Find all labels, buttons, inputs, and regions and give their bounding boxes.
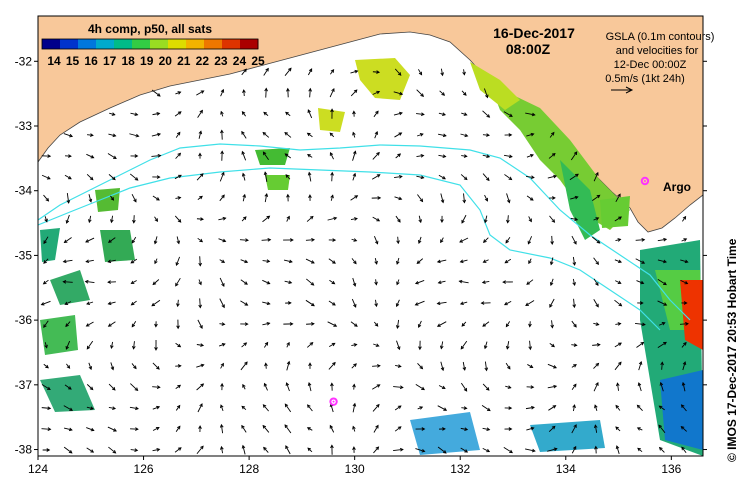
legend-line3: 12-Dec 00:00Z	[614, 59, 687, 71]
y-tick-label: -32	[15, 54, 33, 68]
y-tick-label: -35	[15, 248, 33, 262]
colorbar-tick-label: 16	[84, 54, 98, 68]
colorbar-title: 4h comp, p50, all sats	[88, 22, 212, 36]
colorbar-tick-label: 24	[233, 54, 247, 68]
credit-text: © IMOS 17-Dec-2017 20:53 Hobart Time	[725, 238, 739, 462]
y-tick-label: -38	[15, 443, 33, 457]
x-axis: 124 126 128 130 132 134 136	[28, 456, 682, 476]
y-tick-label: -36	[15, 313, 33, 327]
x-tick-label: 130	[345, 462, 365, 476]
colorbar-swatch	[96, 39, 115, 49]
colorbar-swatch	[60, 39, 79, 49]
colorbar-tick-label: 23	[214, 54, 228, 68]
argo-float-1[interactable]	[642, 178, 648, 184]
colorbar-swatch	[222, 39, 241, 49]
colorbar-tick-label: 18	[122, 54, 136, 68]
colorbar-tick-label: 15	[66, 54, 80, 68]
colorbar-tick-label: 21	[177, 54, 191, 68]
colorbar-tick-label: 20	[159, 54, 173, 68]
legend-line4: 0.5m/s (1kt 24h)	[605, 73, 684, 85]
colorbar-gradient	[42, 39, 259, 49]
y-tick-label: -33	[15, 119, 33, 133]
colorbar-tick-label: 19	[140, 54, 154, 68]
colorbar-swatch	[186, 39, 205, 49]
legend-line2: and velocities for	[616, 45, 699, 57]
timestamp-date: 16-Dec-2017	[493, 25, 575, 41]
y-tick-label: -37	[15, 378, 33, 392]
x-tick-label: 134	[556, 462, 576, 476]
argo-float-2[interactable]	[330, 398, 336, 404]
x-tick-label: 126	[134, 462, 154, 476]
x-tick-label: 124	[28, 462, 48, 476]
colorbar-swatch	[240, 39, 259, 49]
colorbar-tick-label: 14	[47, 54, 61, 68]
legend-line1: GSLA (0.1m contours)	[606, 31, 715, 43]
colorbar-swatch	[150, 39, 169, 49]
colorbar-swatch	[132, 39, 151, 49]
x-tick-label: 132	[450, 462, 470, 476]
colorbar-tick-label: 22	[196, 54, 210, 68]
x-tick-label: 128	[239, 462, 259, 476]
y-tick-label: -34	[15, 184, 33, 198]
timestamp-time: 08:00Z	[506, 41, 551, 57]
colorbar-tick-label: 17	[103, 54, 117, 68]
colorbar-tick-label: 25	[251, 54, 265, 68]
x-tick-label: 136	[661, 462, 681, 476]
colorbar-swatch	[204, 39, 223, 49]
colorbar-swatch	[168, 39, 187, 49]
colorbar-swatch	[42, 39, 61, 49]
colorbar-swatch	[78, 39, 97, 49]
colorbar-swatch	[114, 39, 133, 49]
argo-label: Argo	[663, 180, 691, 194]
